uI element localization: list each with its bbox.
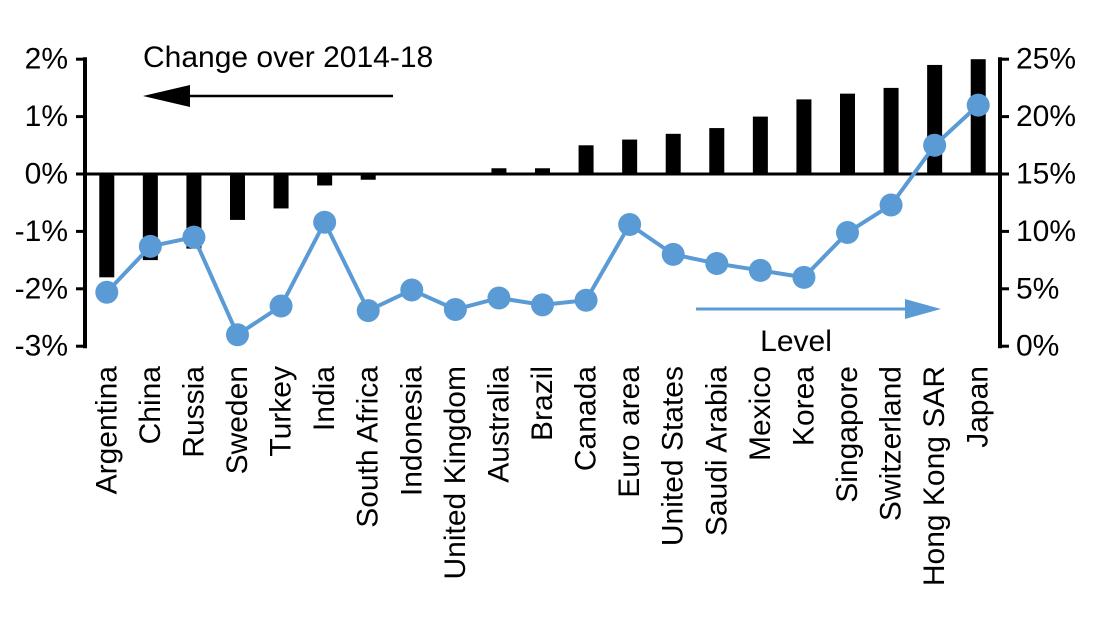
bar-euro-area (622, 139, 638, 174)
bar-argentina (99, 174, 115, 278)
level-point-india (313, 210, 337, 234)
bar-united-states (665, 133, 681, 174)
x-axis-label-japan: Japan (962, 366, 995, 448)
bar-sweden (230, 174, 245, 220)
level-point-russia (182, 225, 206, 249)
left-axis-tick-label: -2% (15, 272, 68, 305)
bar-singapore (840, 93, 855, 174)
level-point-china (138, 234, 162, 258)
x-axis-label-saudi-arabia: Saudi Arabia (700, 366, 733, 536)
x-axis-label-switzerland: Switzerland (875, 366, 908, 521)
right-arrow-icon (905, 299, 941, 319)
annotation-level-label: Level (760, 325, 832, 358)
level-point-argentina (95, 280, 119, 304)
level-point-turkey (269, 294, 293, 318)
left-axis-tick-label: 1% (25, 100, 68, 133)
x-axis-label-brazil: Brazil (526, 366, 559, 441)
right-axis-tick-label: 0% (1016, 330, 1059, 363)
level-point-united-kingdom (443, 297, 467, 321)
level-point-japan (966, 93, 990, 117)
level-point-korea (792, 265, 816, 289)
level-point-saudi-arabia (705, 252, 729, 276)
level-point-australia (487, 286, 511, 310)
level-point-indonesia (400, 278, 424, 302)
level-point-south-africa (356, 299, 380, 323)
line-series (95, 93, 990, 347)
right-axis-tick-label: 15% (1016, 158, 1076, 191)
x-axis-label-turkey: Turkey (265, 366, 298, 457)
right-axis-tick-label: 10% (1016, 215, 1076, 248)
x-axis-labels: Argentina China Russia Sweden Turkey India Sou… (90, 366, 994, 586)
x-axis-label-russia: Russia (177, 366, 210, 458)
bar-series (99, 59, 986, 278)
x-axis-label-china: China (134, 366, 167, 445)
bar-brazil (535, 168, 550, 174)
x-axis-label-indonesia: Indonesia (395, 366, 428, 496)
x-axis-label-australia: Australia (482, 366, 515, 483)
annotation-level: Level (696, 299, 941, 358)
x-axis-label-mexico: Mexico (744, 366, 777, 461)
level-point-singapore (836, 221, 859, 245)
x-axis-label-south-africa: South Africa (352, 366, 385, 528)
bar-canada (578, 145, 594, 174)
bar-korea (796, 99, 812, 174)
x-axis-label-argentina: Argentina (90, 366, 123, 495)
bar-australia (491, 168, 507, 174)
bar-hong-kong-sar (927, 64, 943, 174)
level-point-hong-kong-sar (923, 133, 947, 157)
level-point-mexico (748, 258, 772, 282)
level-point-euro-area (618, 213, 642, 237)
level-point-brazil (531, 293, 554, 317)
left-axis-tick-label: -3% (15, 330, 68, 363)
bar-saudi-arabia (709, 128, 725, 174)
x-axis-label-singapore: Singapore (831, 366, 864, 503)
x-axis-label-korea: Korea (787, 366, 820, 446)
annotation-change: Change over 2014-18 (143, 41, 433, 107)
x-axis-label-india: India (308, 366, 341, 431)
x-axis-label-hong-kong-sar: Hong Kong SAR (918, 366, 951, 586)
right-axis-tick-label: 20% (1016, 100, 1076, 133)
left-arrow-icon (143, 85, 190, 107)
x-axis-label-united-states: United States (657, 366, 690, 546)
bar-south-africa (360, 174, 376, 180)
level-point-switzerland (879, 193, 903, 217)
level-point-united-states (661, 242, 685, 266)
left-axis-tick-label: 2% (25, 43, 68, 76)
x-axis-label-canada: Canada (570, 366, 603, 471)
axes: 2% 1% 0% -1% -2% -3% 25% 20% 15% 10% 5% 0% (15, 43, 1076, 363)
x-axis-label-united-kingdom: United Kingdom (439, 366, 472, 579)
x-axis-label-euro-area: Euro area (613, 366, 646, 498)
level-point-canada (574, 288, 598, 312)
bar-switzerland (883, 87, 899, 174)
right-axis-tick-label: 25% (1016, 43, 1076, 76)
left-axis-tick-label: -1% (15, 215, 68, 248)
bar-india (317, 174, 333, 186)
x-axis-label-sweden: Sweden (221, 366, 254, 474)
bar-turkey (273, 174, 289, 209)
left-axis-tick-label: 0% (25, 158, 68, 191)
bar-mexico (752, 116, 768, 174)
right-axis-tick-label: 5% (1016, 272, 1059, 305)
level-point-sweden (226, 323, 249, 347)
annotation-change-label: Change over 2014-18 (143, 41, 433, 74)
